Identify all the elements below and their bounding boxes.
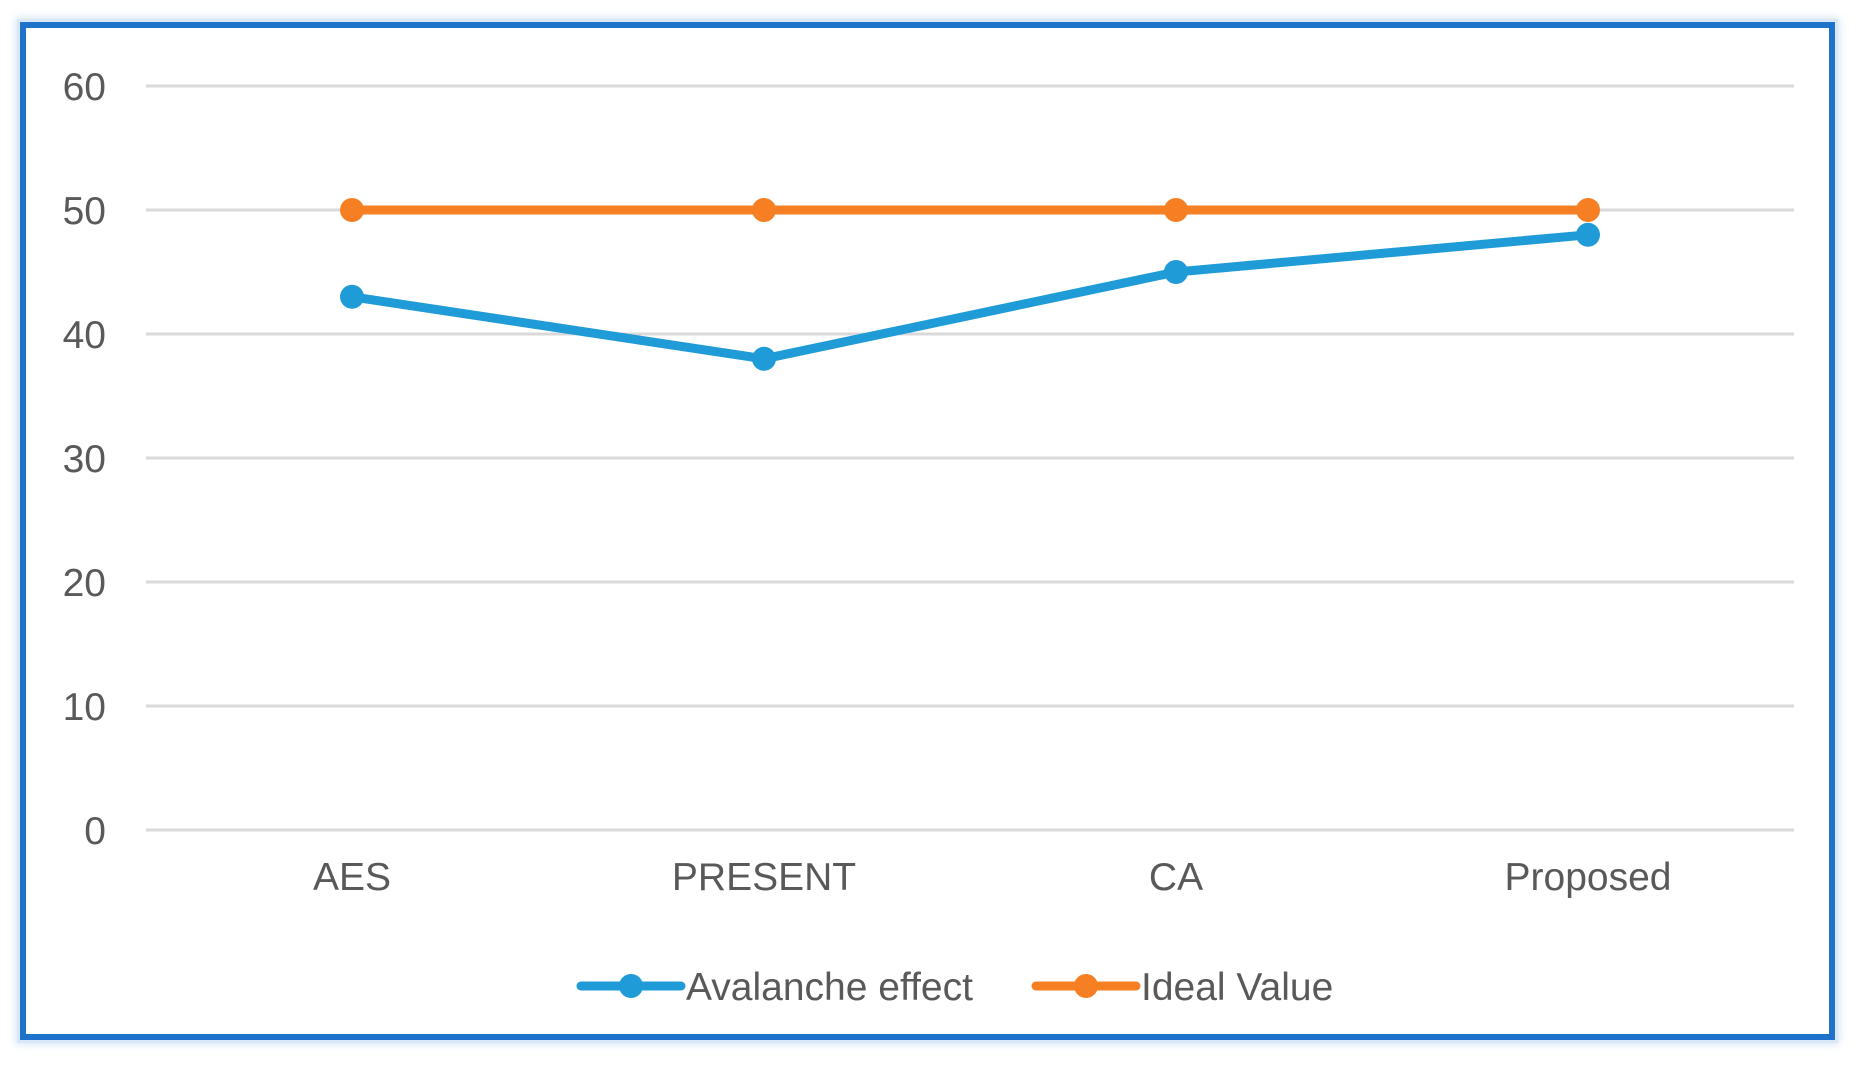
y-axis-tick-labels: 0 10 20 30 40 50 60 [63, 66, 106, 853]
data-point [340, 284, 364, 309]
data-point [340, 198, 364, 222]
data-point [1576, 198, 1600, 222]
series-avalanche-effect [340, 222, 1600, 371]
x-tick-label: CA [1149, 856, 1203, 899]
y-tick-label: 20 [63, 562, 106, 605]
x-tick-label: PRESENT [672, 856, 856, 899]
series-line [347, 230, 1593, 364]
chart-frame: 0 10 20 30 40 50 60 AES PRESENT CA Proposed Avala… [20, 22, 1835, 1040]
series-lines [340, 198, 1600, 371]
data-point [752, 198, 776, 222]
x-tick-label: AES [313, 856, 391, 899]
y-tick-label: 60 [63, 66, 106, 109]
y-tick-label: 10 [63, 686, 106, 729]
legend-swatch-marker [1074, 974, 1098, 998]
y-tick-label: 40 [63, 314, 106, 357]
legend-label: Avalanche effect [686, 966, 973, 1009]
legend: Avalanche effect Ideal Value [576, 966, 1333, 1009]
y-tick-label: 50 [63, 190, 106, 233]
series-ideal-value [340, 198, 1600, 222]
gridlines [146, 84, 1794, 832]
y-tick-label: 0 [84, 810, 106, 853]
x-axis-tick-labels: AES PRESENT CA Proposed [313, 856, 1672, 899]
data-point [1164, 260, 1188, 284]
x-tick-label: Proposed [1505, 856, 1672, 899]
legend-label: Ideal Value [1141, 966, 1333, 1009]
data-point [1164, 198, 1188, 222]
line-chart: 0 10 20 30 40 50 60 AES PRESENT CA Proposed Avala… [63, 66, 1794, 1009]
data-point [1576, 222, 1600, 247]
legend-item: Ideal Value [1031, 966, 1333, 1009]
y-tick-label: 30 [63, 438, 106, 481]
data-point [752, 346, 776, 371]
legend-swatch-marker [619, 974, 643, 998]
legend-item: Avalanche effect [576, 966, 973, 1009]
